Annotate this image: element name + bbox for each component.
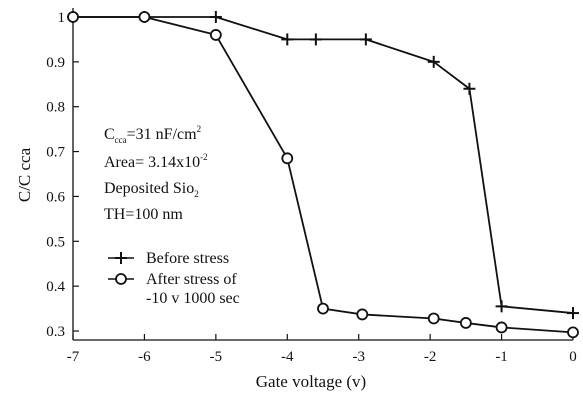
plus-marker	[567, 307, 579, 320]
circle-marker	[209, 29, 222, 41]
annotation-thickness: TH=100 nm	[104, 206, 183, 223]
x-tick-label: -2	[424, 349, 437, 365]
annotation-block: Ccca=31 nF/cm2 Area= 3.14x10-2 Deposited…	[104, 124, 208, 223]
x-tick-label: -5	[210, 349, 223, 365]
legend-before-label: Before stress	[146, 250, 229, 267]
circle-marker	[567, 326, 579, 339]
x-tick-label: -6	[138, 349, 151, 365]
series-layer	[67, 10, 579, 339]
annotation-oxide: Deposited Sio2	[104, 180, 199, 199]
y-ticks: 0.3 0.4 0.5 0.6 0.7 0.8 0.9 1	[46, 10, 79, 340]
y-axis-label: C/C cca	[15, 147, 34, 202]
annotation-area: Area= 3.14x10-2	[104, 152, 208, 171]
legend-after-stress: After stress of -10 v 1000 sec	[108, 271, 240, 307]
x-tick-label: -7	[67, 349, 80, 365]
y-tick-label: 0.7	[46, 145, 65, 161]
annotation-ccca: Ccca=31 nF/cm2	[104, 124, 201, 145]
y-tick-label: 0.8	[46, 100, 65, 116]
plus-marker	[495, 300, 508, 313]
series-line	[73, 16, 574, 334]
legend-after-label-line2: -10 v 1000 sec	[146, 290, 240, 307]
plus-marker	[209, 10, 222, 23]
plus-marker	[427, 55, 440, 68]
x-axis-label: Gate voltage (v)	[256, 372, 366, 391]
plus-marker	[359, 33, 372, 46]
y-tick-label: 0.6	[46, 189, 65, 205]
circle-marker	[495, 321, 508, 334]
x-tick-label: 0	[569, 349, 577, 365]
y-tick-label: 0.3	[46, 324, 65, 340]
circle-marker	[356, 308, 369, 321]
circle-marker	[67, 11, 79, 23]
circle-marker	[459, 317, 472, 329]
circle-marker	[317, 302, 329, 315]
legend-before-stress: Before stress	[108, 250, 229, 267]
circle-marker	[281, 152, 294, 165]
plus-marker	[463, 82, 476, 95]
legend-after-label-line1: After stress of	[146, 271, 237, 288]
x-tick-label: -3	[352, 349, 365, 365]
x-tick-label: -1	[495, 349, 508, 365]
legend: Before stress After stress of -10 v 1000…	[108, 250, 240, 307]
axes: -7 -6 -5 -4 -3 -2 -1 0 0.3 0.4 0.5 0.6 0.7 0.8 0.9 1	[46, 8, 577, 365]
series-line	[73, 16, 574, 314]
y-tick-label: 0.5	[46, 234, 65, 250]
y-tick-label: 0.4	[46, 279, 65, 295]
plus-marker	[281, 33, 294, 46]
y-tick-label: 1	[58, 10, 66, 26]
y-tick-label: 0.9	[46, 55, 65, 71]
series-after-stress	[67, 11, 579, 339]
legend-circle-marker	[115, 273, 127, 285]
x-tick-label: -4	[281, 349, 294, 365]
circle-marker	[427, 312, 440, 325]
plus-marker	[309, 33, 322, 46]
x-ticks: -7 -6 -5 -4 -3 -2 -1 0	[67, 334, 577, 365]
circle-marker	[138, 11, 151, 23]
